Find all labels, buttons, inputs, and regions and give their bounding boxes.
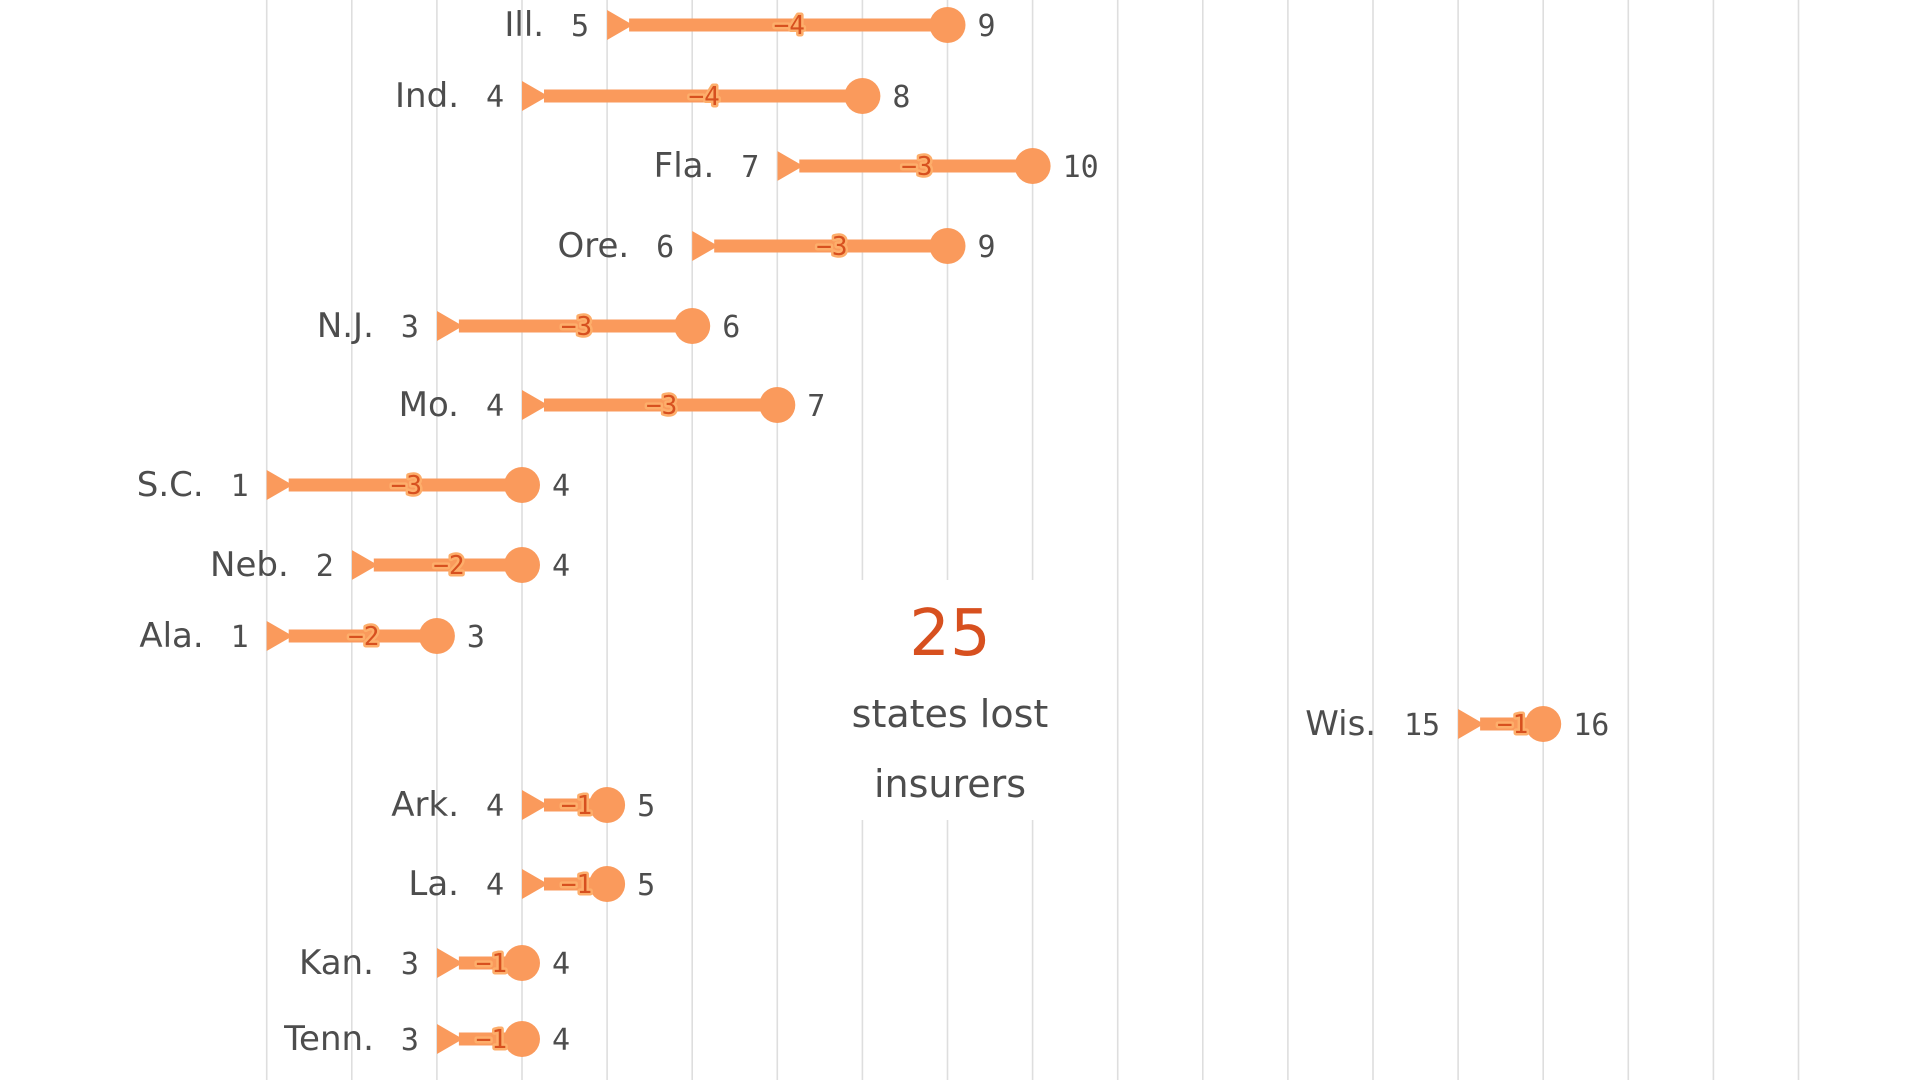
value-before: 7 — [807, 389, 825, 424]
state-row: −1 4 3 Kan. — [299, 943, 570, 983]
state-label: Neb. — [210, 545, 289, 585]
value-after: 7 — [741, 150, 759, 185]
value-before: 9 — [978, 9, 996, 44]
change-label: −1 — [476, 1025, 507, 1055]
start-dot — [929, 228, 966, 264]
state-row: −3 7 4 Mo. — [399, 385, 826, 425]
value-before: 4 — [552, 469, 570, 504]
change-label: −3 — [901, 152, 932, 182]
state-label: Ind. — [395, 76, 459, 116]
change-label: −1 — [476, 949, 507, 979]
change-label: −1 — [561, 791, 592, 821]
state-row: −3 4 1 S.C. — [137, 465, 570, 505]
value-before: 3 — [467, 620, 485, 655]
grid-lines — [265, 0, 1800, 1080]
state-row: −1 4 3 Tenn. — [283, 1019, 570, 1059]
summary-annotation: 25 states lost insurers — [828, 580, 1068, 820]
value-after: 3 — [401, 947, 419, 982]
state-label: Ill. — [504, 5, 544, 45]
state-label: Wis. — [1305, 704, 1376, 744]
state-label: Tenn. — [283, 1019, 374, 1059]
state-rows: −4 9 5 Ill. −4 8 4 Ind. −3 10 7 Fla. −3 9 6 Ore. −3 6 3 N.J… — [137, 5, 1610, 1059]
value-after: 15 — [1404, 708, 1440, 743]
start-dot — [1525, 706, 1562, 742]
value-after: 4 — [486, 868, 504, 903]
annotation-number: 25 — [909, 597, 990, 671]
value-before: 4 — [552, 549, 570, 584]
state-row: −2 4 2 Neb. — [210, 545, 570, 585]
value-before: 10 — [1063, 150, 1099, 185]
start-dot — [759, 387, 796, 423]
state-row: −3 6 3 N.J. — [317, 306, 740, 346]
state-label: N.J. — [317, 306, 374, 346]
change-label: −3 — [391, 471, 422, 501]
value-before: 4 — [552, 1023, 570, 1058]
value-before: 6 — [722, 310, 740, 345]
value-after: 5 — [571, 9, 589, 44]
annotation-line-1: states lost — [852, 692, 1049, 736]
state-row: −3 10 7 Fla. — [654, 146, 1099, 186]
state-row: −4 9 5 Ill. — [504, 5, 995, 45]
value-after: 4 — [486, 389, 504, 424]
change-label: −4 — [774, 11, 805, 41]
value-after: 4 — [486, 80, 504, 115]
state-label: Ore. — [557, 226, 629, 266]
value-before: 5 — [637, 868, 655, 903]
state-row: −4 8 4 Ind. — [395, 76, 910, 116]
change-label: −1 — [1497, 710, 1528, 740]
state-label: La. — [408, 864, 459, 904]
state-label: Fla. — [654, 146, 715, 186]
change-label: −2 — [348, 622, 379, 652]
value-after: 4 — [486, 789, 504, 824]
start-dot — [929, 7, 966, 43]
state-row: −1 5 4 Ark. — [391, 785, 655, 825]
annotation-background — [828, 580, 1068, 820]
value-after: 6 — [656, 230, 674, 265]
change-label: −2 — [433, 551, 464, 581]
state-label: S.C. — [137, 465, 204, 505]
start-dot — [504, 1021, 540, 1057]
value-after: 1 — [231, 620, 249, 655]
state-label: Kan. — [299, 943, 374, 983]
change-label: −1 — [561, 870, 592, 900]
start-dot — [504, 945, 540, 981]
change-label: −3 — [646, 391, 677, 421]
value-before: 5 — [637, 789, 655, 824]
start-dot — [844, 78, 881, 114]
change-label: −3 — [561, 312, 592, 342]
change-label: −4 — [689, 82, 720, 112]
start-dot — [504, 547, 540, 583]
start-dot — [589, 866, 626, 902]
value-before: 9 — [978, 230, 996, 265]
state-label: Ala. — [139, 616, 203, 656]
state-label: Mo. — [399, 385, 459, 425]
start-dot — [589, 787, 626, 823]
value-after: 2 — [316, 549, 334, 584]
value-before: 16 — [1573, 708, 1609, 743]
annotation-line-2: insurers — [874, 762, 1026, 806]
change-label: −3 — [816, 232, 847, 262]
state-row: −3 9 6 Ore. — [557, 226, 995, 266]
value-after: 3 — [401, 1023, 419, 1058]
value-before: 8 — [892, 80, 910, 115]
state-row: −2 3 1 Ala. — [139, 616, 485, 656]
value-after: 1 — [231, 469, 249, 504]
start-dot — [1014, 148, 1051, 184]
value-before: 4 — [552, 947, 570, 982]
state-row: −1 16 15 Wis. — [1305, 704, 1609, 744]
start-dot — [674, 308, 711, 344]
start-dot — [504, 467, 540, 503]
value-after: 3 — [401, 310, 419, 345]
state-row: −1 5 4 La. — [408, 864, 655, 904]
start-dot — [418, 618, 455, 654]
state-label: Ark. — [391, 785, 459, 825]
